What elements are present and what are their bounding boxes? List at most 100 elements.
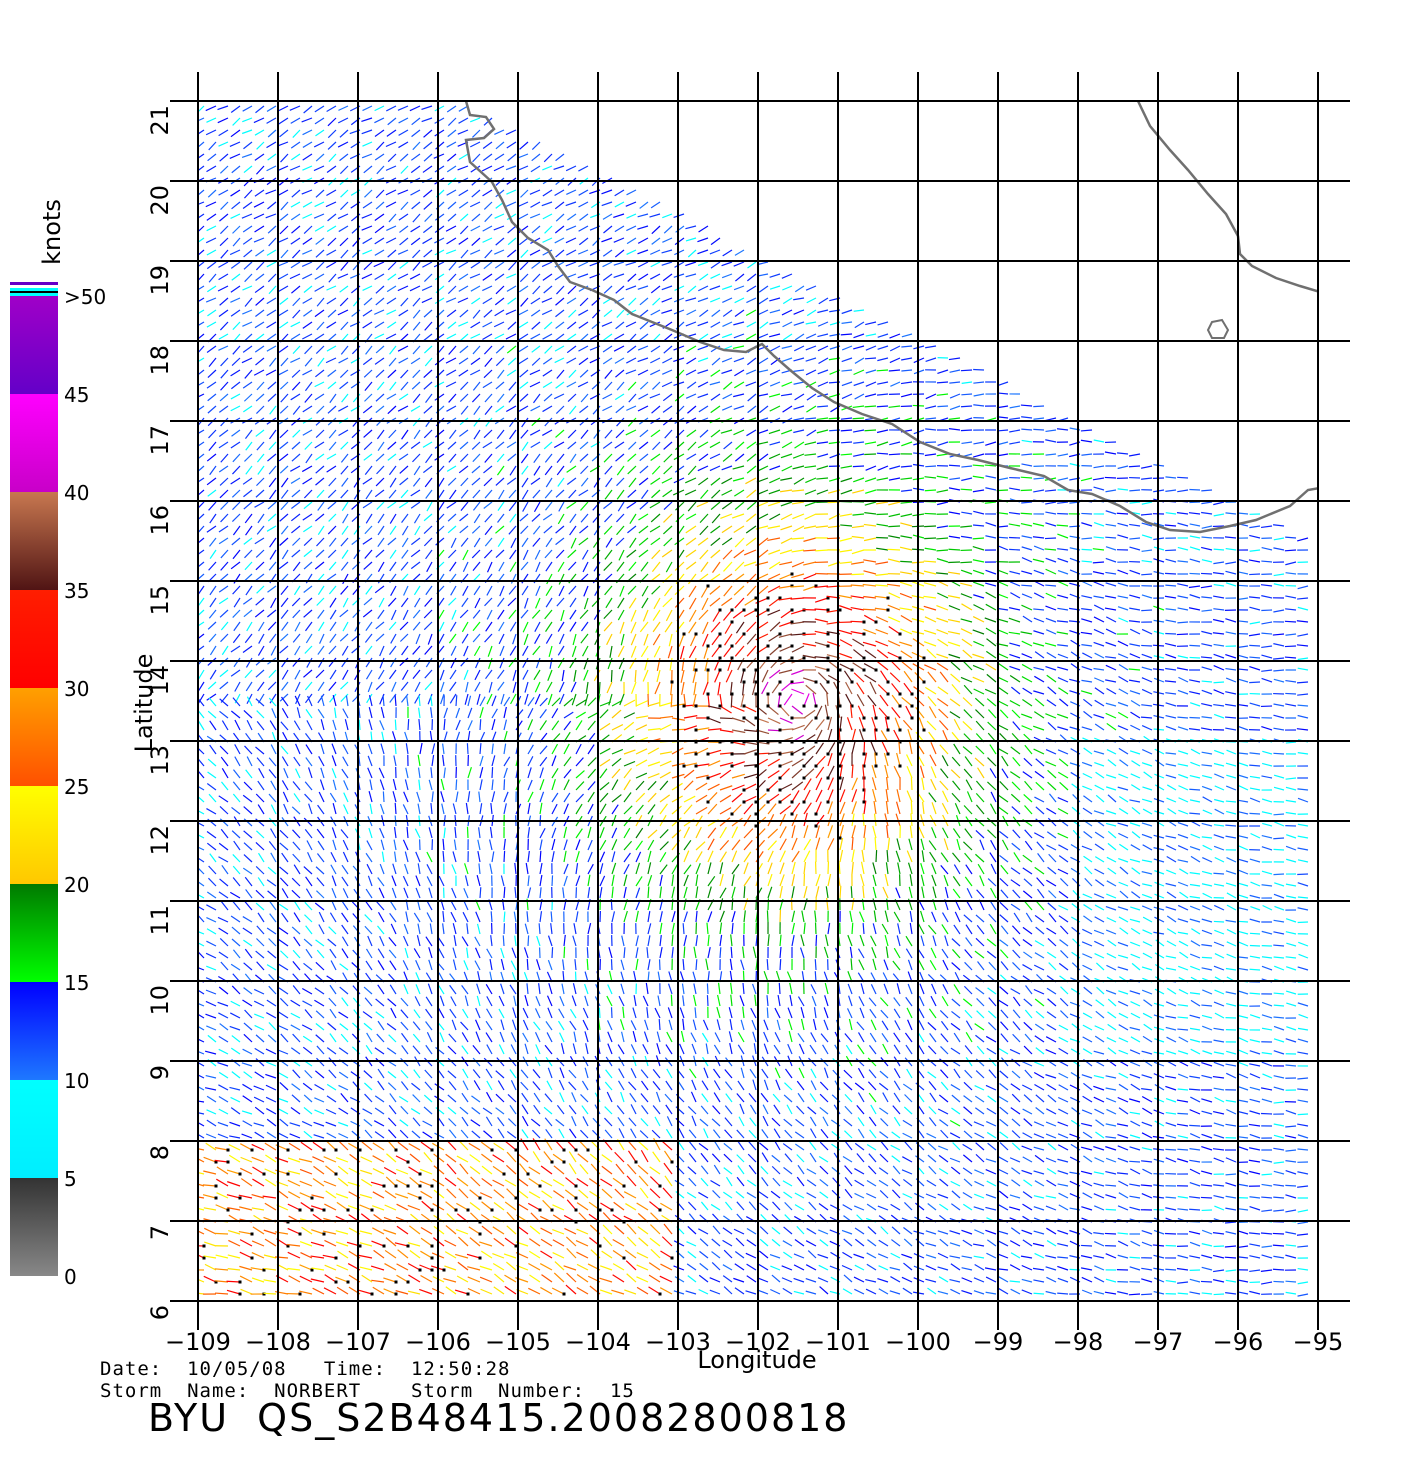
wind-vector [465,681,469,693]
wind-vector [327,309,337,318]
colorbar-unit-label: knots [38,199,66,265]
wind-vector [316,890,325,899]
wind-vector [635,792,646,803]
wind-vector [552,1153,565,1163]
wind-vector [532,1151,541,1163]
wind-vector [395,1155,409,1163]
wind-vector [685,321,697,327]
wind-vector [551,851,555,863]
wind-vector [208,609,217,619]
wind-vector [769,621,781,632]
wind-vector [209,853,217,863]
wind-vector [710,1179,721,1187]
wind-vector [576,1202,589,1211]
wind-vector [198,1148,205,1151]
wind-vector [267,1034,277,1043]
wind-vector [278,561,289,570]
wind-vector [387,441,397,450]
wind-vector [763,1031,769,1043]
wind-vector [389,984,397,995]
wind-vector [426,900,433,911]
wind-vector [497,501,505,511]
wind-vector [205,1142,217,1151]
wind-vector [413,465,421,476]
wind-vector [527,791,534,803]
wind-vector [520,609,529,619]
wind-vector [577,381,589,388]
wind-vector [433,1189,445,1199]
wind-vector [198,213,205,219]
wind-vector [736,1201,745,1211]
wind-vector [663,513,673,523]
wind-vector [735,1237,745,1247]
wind-vector [599,709,609,719]
wind-vector [198,153,205,159]
wind-vector [293,864,301,875]
wind-vector [469,1154,481,1163]
wind-vector [740,1067,745,1079]
wind-vector [314,441,325,449]
wind-vector [479,1192,493,1199]
rain-flag-marker [514,1244,518,1248]
wind-vector [511,1019,517,1031]
wind-vector [683,911,688,923]
wind-vector [205,201,217,208]
wind-vector [364,1129,373,1139]
wind-vector [471,213,481,222]
wind-vector [271,708,277,719]
wind-vector [255,1058,265,1067]
wind-vector [218,986,229,995]
wind-vector [563,711,574,719]
wind-vector [255,866,265,875]
wind-vector [433,261,445,268]
wind-vector [673,309,685,315]
wind-vector [659,715,674,719]
wind-vector [366,840,373,851]
wind-vector [467,1266,481,1271]
wind-vector [361,1178,373,1187]
wind-vector [779,728,794,731]
wind-vector [543,1106,553,1115]
wind-vector [575,863,579,875]
wind-vector [268,757,277,767]
wind-vector [731,717,746,723]
wind-vector [510,537,517,549]
wind-vector [198,297,205,303]
rain-flag-marker [562,1160,566,1164]
wind-vector [687,1166,697,1175]
wind-vector [587,791,595,803]
wind-vector [450,537,457,548]
wind-vector [707,862,712,875]
wind-vector [281,657,289,668]
wind-vector [481,1201,493,1211]
wind-vector [540,1250,553,1259]
wind-vector [379,827,385,839]
wind-vector [531,609,541,619]
wind-vector [769,285,781,290]
wind-vector [304,441,313,450]
wind-vector [731,886,736,899]
wind-vector [549,657,553,669]
wind-vector [710,297,721,303]
wind-vector [568,1163,577,1175]
wind-vector [339,633,349,642]
wind-vector [683,751,698,755]
wind-vector [627,417,637,427]
wind-vector [365,489,373,500]
wind-vector [232,854,241,863]
wind-vector [291,806,301,815]
wind-vector [461,621,469,633]
wind-vector [703,645,709,659]
wind-vector [518,321,529,329]
wind-vector [580,429,589,440]
wind-vector [198,1292,205,1295]
wind-vector [651,465,661,475]
wind-vector [423,153,433,162]
wind-vector [611,1289,625,1295]
wind-vector [218,1071,229,1079]
wind-vector [448,429,457,439]
wind-vector [520,1069,529,1079]
wind-vector [386,297,397,305]
wind-vector [572,633,577,646]
wind-vector [299,1180,313,1187]
